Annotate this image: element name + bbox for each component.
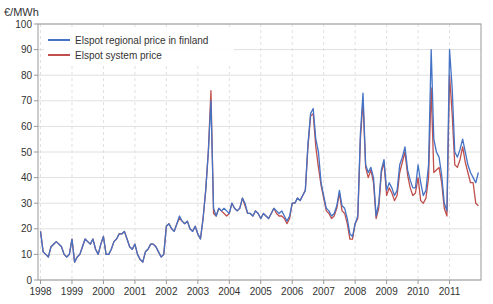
x-tick-label: 2005 bbox=[250, 286, 273, 297]
grid bbox=[38, 24, 481, 280]
x-tick bbox=[386, 280, 387, 284]
x-tick bbox=[166, 280, 167, 284]
y-tick bbox=[34, 49, 38, 50]
x-tick bbox=[260, 280, 261, 284]
y-tick bbox=[34, 280, 38, 281]
x-tick-label: 2003 bbox=[187, 286, 210, 297]
y-tick-label: 10 bbox=[21, 249, 33, 260]
y-tick-label: 0 bbox=[26, 275, 32, 286]
y-grid-line bbox=[38, 75, 481, 76]
series-lines bbox=[41, 50, 479, 262]
x-tick bbox=[103, 280, 104, 284]
y-tick-label: 30 bbox=[21, 198, 33, 209]
y-tick-label: 90 bbox=[21, 44, 33, 55]
x-tick bbox=[292, 280, 293, 284]
x-tick-label: 2006 bbox=[281, 286, 304, 297]
y-tick-label: 20 bbox=[21, 223, 33, 234]
x-tick bbox=[449, 280, 450, 284]
x-tick-label: 2009 bbox=[375, 286, 398, 297]
x-grid-line bbox=[418, 24, 419, 280]
y-tick bbox=[34, 203, 38, 204]
x-grid-line bbox=[323, 24, 324, 280]
y-tick-label: 80 bbox=[21, 70, 33, 81]
y-tick bbox=[34, 24, 38, 25]
y-grid-line bbox=[38, 177, 481, 178]
x-tick-label: 1998 bbox=[29, 286, 52, 297]
chart: 0 10 20 30 40 50 60 70 80 90 100 1998 1999 2000 2001 20… bbox=[0, 0, 493, 304]
legend-background bbox=[44, 30, 234, 66]
x-tick bbox=[71, 280, 72, 284]
series-line bbox=[41, 75, 479, 262]
y-tick-label: 70 bbox=[21, 95, 33, 106]
x-grid-line bbox=[260, 24, 261, 280]
x-grid-line bbox=[355, 24, 356, 280]
y-grid-line bbox=[38, 203, 481, 204]
legend-swatch bbox=[48, 54, 70, 56]
x-tick-label: 2002 bbox=[155, 286, 178, 297]
legend-label: Elspot regional price in finland bbox=[75, 35, 208, 46]
x-tick-label: 2000 bbox=[92, 286, 115, 297]
x-tick-label: 2007 bbox=[313, 286, 336, 297]
x-tick-label: 2008 bbox=[344, 286, 367, 297]
x-grid-line bbox=[40, 24, 41, 280]
y-tick bbox=[34, 100, 38, 101]
legend-label: Elspot system price bbox=[75, 50, 162, 61]
y-tick bbox=[34, 228, 38, 229]
legend-swatch bbox=[48, 39, 70, 41]
x-tick bbox=[323, 280, 324, 284]
y-grid-line bbox=[38, 100, 481, 101]
y-tick bbox=[34, 152, 38, 153]
y-tick bbox=[34, 75, 38, 76]
y-tick bbox=[34, 177, 38, 178]
legend: Elspot regional price in finland Elspot s… bbox=[44, 30, 234, 66]
y-grid-line bbox=[38, 228, 481, 229]
series-line bbox=[41, 50, 479, 262]
y-tick-label: 50 bbox=[21, 147, 33, 158]
plot-frame bbox=[38, 24, 481, 280]
x-tick bbox=[355, 280, 356, 284]
y-tick-label: 100 bbox=[15, 19, 32, 30]
x-tick bbox=[197, 280, 198, 284]
y-tick-label: 40 bbox=[21, 172, 33, 183]
x-tick bbox=[134, 280, 135, 284]
y-grid-line bbox=[38, 126, 481, 127]
x-tick-label: 2011 bbox=[439, 286, 461, 297]
x-tick-label: 2004 bbox=[218, 286, 241, 297]
x-tick bbox=[40, 280, 41, 284]
x-tick bbox=[418, 280, 419, 284]
x-grid-line bbox=[386, 24, 387, 280]
axes: 0 10 20 30 40 50 60 70 80 90 100 1998 1999 2000 2001 20… bbox=[15, 19, 460, 298]
y-axis-label: €/MWh bbox=[4, 6, 39, 18]
x-tick-label: 1999 bbox=[61, 286, 84, 297]
y-tick bbox=[34, 254, 38, 255]
y-grid-line bbox=[38, 254, 481, 255]
y-tick-label: 60 bbox=[21, 121, 33, 132]
x-tick bbox=[229, 280, 230, 284]
y-grid-line bbox=[38, 152, 481, 153]
x-tick-label: 2010 bbox=[407, 286, 430, 297]
x-grid-line bbox=[292, 24, 293, 280]
x-tick-label: 2001 bbox=[124, 286, 147, 297]
y-tick bbox=[34, 126, 38, 127]
